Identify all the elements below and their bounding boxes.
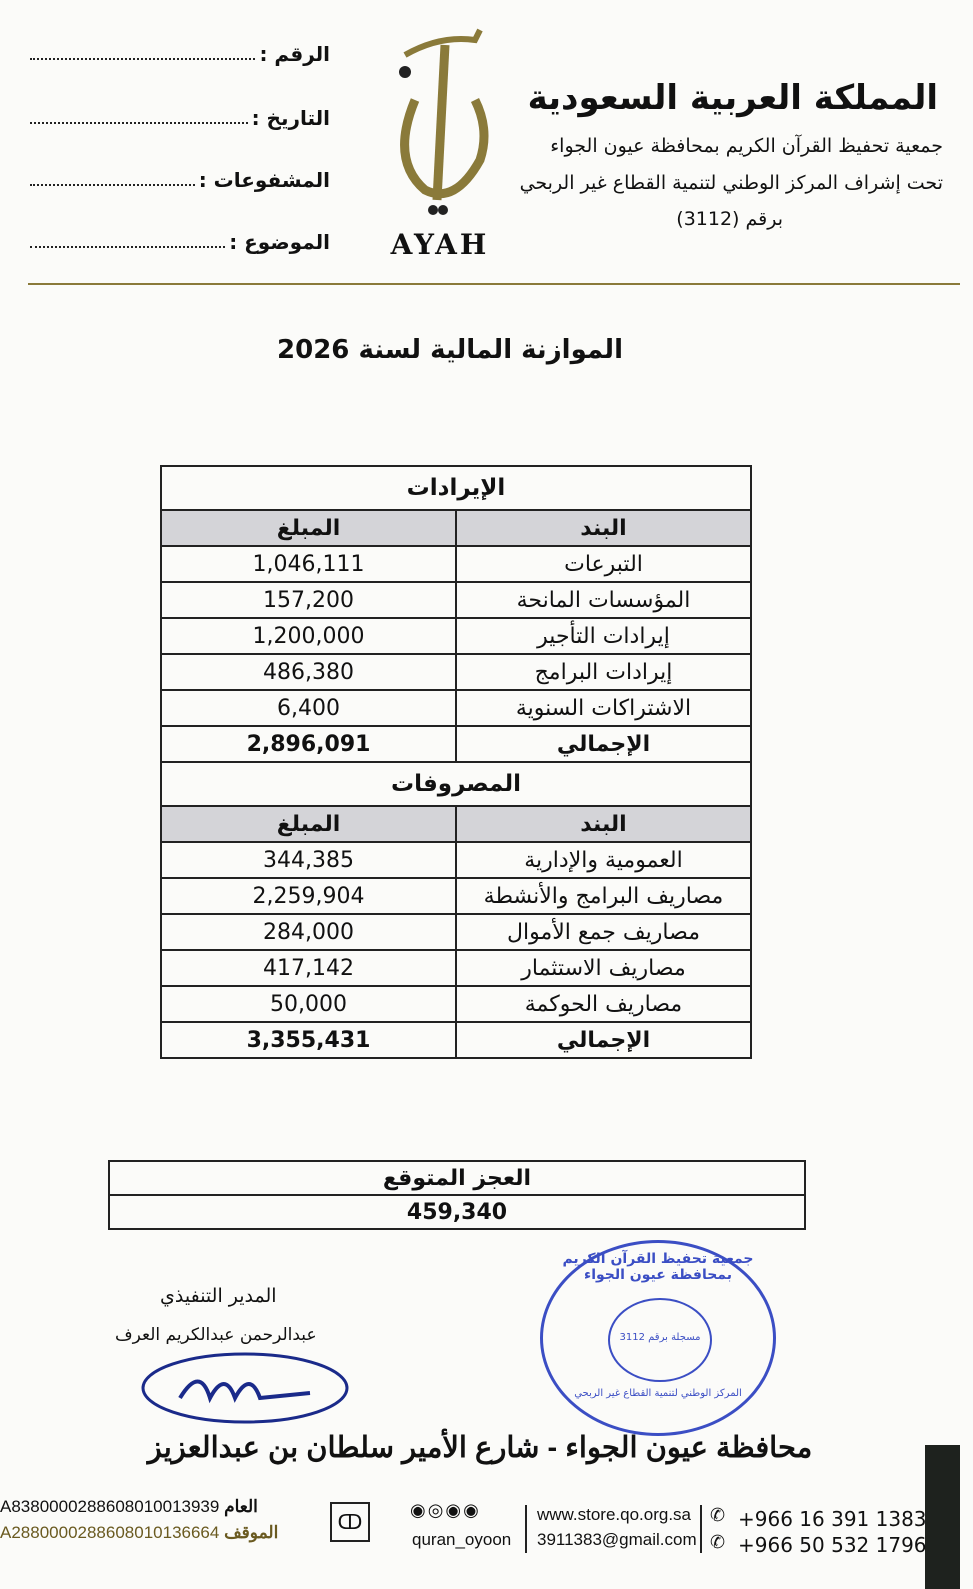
cell-item: مصاريف البرامج والأنشطة <box>455 877 752 915</box>
website-link[interactable]: www.store.qo.org.sa <box>537 1505 692 1524</box>
table-row: الاشتراكات السنوية 6,400 <box>160 689 752 727</box>
stamp-inner-ring: مسجلة برقم 3112 <box>608 1298 712 1382</box>
deficit-amount: 459,340 <box>108 1194 806 1230</box>
field-label: المشفوعات : <box>198 168 330 192</box>
deficit-label: العجز المتوقع <box>108 1160 806 1196</box>
social-handle[interactable]: quran_oyoon <box>412 1530 512 1549</box>
revenues-total-amount: 2,896,091 <box>160 725 457 763</box>
iban-waqf: A2880000288608010136664 الموقف <box>0 1523 278 1543</box>
decorative-bar <box>925 1445 960 1589</box>
ayah-logo: AYAH <box>385 10 495 270</box>
header-line-2: تحت إشراف المركز الوطني لتنمية القطاع غي… <box>519 172 943 194</box>
field-dots <box>30 183 195 186</box>
field-label: الرقم : <box>259 42 330 66</box>
col-amount: المبلغ <box>160 805 457 843</box>
expenses-total-amount: 3,355,431 <box>160 1021 457 1059</box>
field-label: الموضوع : <box>229 230 330 254</box>
deficit-table: العجز المتوقع 459,340 <box>108 1160 806 1230</box>
field-dots <box>30 121 248 124</box>
document-title: الموازنة المالية لسنة 2026 <box>277 335 623 365</box>
stamp-reg: مسجلة برقم 3112 <box>619 1332 701 1343</box>
stamp-sub: المركز الوطني لتنمية القطاع غير الربحي <box>574 1388 742 1399</box>
header-line-3: برقم (3112) <box>676 208 783 230</box>
cell-amount: 344,385 <box>160 841 457 879</box>
table-row: إيرادات البرامج 486,380 <box>160 653 752 691</box>
cell-item: مصاريف جمع الأموال <box>455 913 752 951</box>
cell-amount: 417,142 <box>160 949 457 987</box>
cell-amount: 1,200,000 <box>160 617 457 655</box>
col-item: البند <box>455 509 752 547</box>
cell-amount: 6,400 <box>160 689 457 727</box>
expenses-total-label: الإجمالي <box>455 1021 752 1059</box>
signature-role: المدير التنفيذي <box>160 1285 277 1307</box>
social-icons: ◉◎◉◉ <box>410 1500 481 1521</box>
cell-item: المؤسسات المانحة <box>455 581 752 619</box>
cell-item: مصاريف الحوكمة <box>455 985 752 1023</box>
cell-item: إيرادات التأجير <box>455 617 752 655</box>
bank-logo-icon: ↀ <box>330 1502 370 1542</box>
phone-1: +966 16 391 1383 <box>738 1507 927 1531</box>
table-row: إيرادات التأجير 1,200,000 <box>160 617 752 655</box>
footer-address: محافظة عيون الجواء - شارع الأمير سلطان ب… <box>147 1432 813 1464</box>
table-row: مصاريف جمع الأموال 284,000 <box>160 913 752 951</box>
revenues-total-label: الإجمالي <box>455 725 752 763</box>
budget-table: الإيرادات البند المبلغ التبرعات 1,046,111 ا… <box>160 465 752 1059</box>
field-dots <box>30 57 256 60</box>
header-line-1: جمعية تحفيظ القرآن الكريم بمحافظة عيون ا… <box>550 135 943 157</box>
official-stamp: جمعية تحفيظ القرآن الكريم بمحافظة عيون ا… <box>540 1240 776 1436</box>
logo-text: AYAH <box>390 228 490 261</box>
cell-amount: 2,259,904 <box>160 877 457 915</box>
signature-name: عبدالرحمن عبدالكريم العرف <box>115 1325 317 1345</box>
cell-amount: 284,000 <box>160 913 457 951</box>
field-number: الرقم : <box>30 42 330 66</box>
field-label: التاريخ : <box>251 106 330 130</box>
email-link[interactable]: 3911383@gmail.com <box>537 1530 697 1549</box>
iban-value: A2880000288608010136664 <box>0 1523 220 1542</box>
header-divider <box>28 283 960 285</box>
col-amount: المبلغ <box>160 509 457 547</box>
cell-item: التبرعات <box>455 545 752 583</box>
cell-item: الاشتراكات السنوية <box>455 689 752 727</box>
expenses-title: المصروفات <box>160 761 752 807</box>
table-row: المؤسسات المانحة 157,200 <box>160 581 752 619</box>
table-row: مصاريف الحوكمة 50,000 <box>160 985 752 1023</box>
iban-label: العام <box>224 1497 258 1516</box>
divider <box>700 1505 702 1553</box>
cell-amount: 157,200 <box>160 581 457 619</box>
iban-label: الموقف <box>224 1523 279 1542</box>
phone-2: +966 50 532 1796 <box>738 1533 927 1557</box>
field-date: التاريخ : <box>30 106 330 130</box>
table-row: التبرعات 1,046,111 <box>160 545 752 583</box>
signature-scribble <box>141 1352 349 1424</box>
cell-amount: 50,000 <box>160 985 457 1023</box>
phone-icon: ✆ <box>710 1505 726 1526</box>
divider <box>525 1505 527 1553</box>
cell-item: إيرادات البرامج <box>455 653 752 691</box>
field-subject: الموضوع : <box>30 230 330 254</box>
field-dots <box>30 245 226 248</box>
stamp-text: جمعية تحفيظ القرآن الكريم بمحافظة عيون ا… <box>562 1251 754 1283</box>
cell-item: العمومية والإدارية <box>455 841 752 879</box>
col-item: البند <box>455 805 752 843</box>
header-title: المملكة العربية السعودية <box>527 78 938 118</box>
table-row: العمومية والإدارية 344,385 <box>160 841 752 879</box>
iban-value: A8380000288608010013939 <box>0 1497 220 1516</box>
table-row: مصاريف البرامج والأنشطة 2,259,904 <box>160 877 752 915</box>
iban-general: A8380000288608010013939 العام <box>0 1497 258 1517</box>
whatsapp-icon: ✆ <box>710 1532 726 1553</box>
cell-item: مصاريف الاستثمار <box>455 949 752 987</box>
table-row: مصاريف الاستثمار 417,142 <box>160 949 752 987</box>
field-attachments: المشفوعات : <box>30 168 330 192</box>
cell-amount: 486,380 <box>160 653 457 691</box>
cell-amount: 1,046,111 <box>160 545 457 583</box>
revenues-title: الإيرادات <box>160 465 752 511</box>
